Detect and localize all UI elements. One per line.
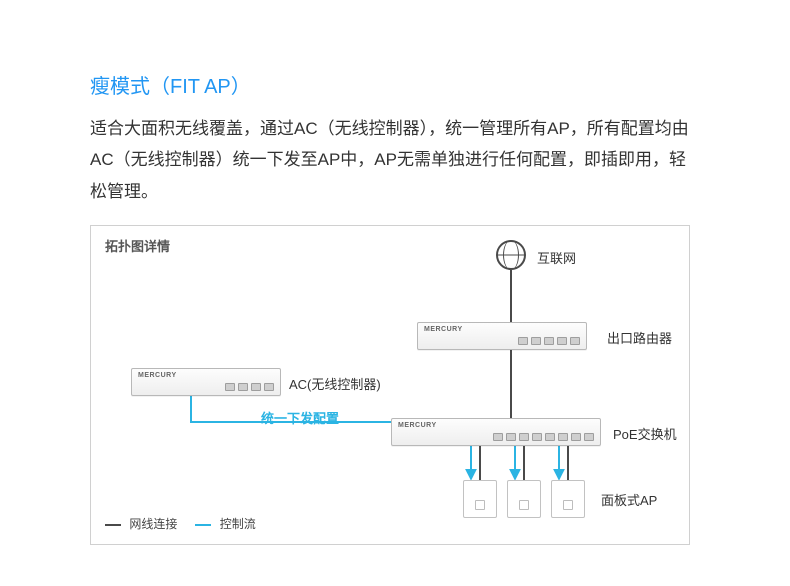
diagram-legend: 网线连接 控制流 [105, 515, 256, 532]
ethernet-port [545, 433, 555, 441]
label-panel-ap: 面板式AP [601, 490, 657, 509]
router-ports [518, 337, 580, 345]
ethernet-port [570, 337, 580, 345]
legend-swatch-control [195, 524, 211, 526]
ethernet-port [251, 383, 261, 391]
legend-label: 网线连接 [129, 517, 177, 531]
device-brand: MERCURY [424, 326, 463, 333]
poe-ports [493, 433, 594, 441]
internet-globe-icon [496, 240, 526, 270]
ethernet-port [571, 433, 581, 441]
topology-diagram: 拓扑图详情 MERCURY MERCURY MERCURY [90, 225, 690, 545]
ethernet-port [493, 433, 503, 441]
label-egress-router: 出口路由器 [607, 328, 672, 347]
ethernet-port [532, 433, 542, 441]
device-brand: MERCURY [398, 422, 437, 429]
egress-router-device: MERCURY [417, 322, 587, 350]
page-description: 适合大面积无线覆盖，通过AC（无线控制器），统一管理所有AP，所有配置均由AC（… [90, 113, 700, 207]
ethernet-port [557, 337, 567, 345]
device-brand: MERCURY [138, 372, 177, 379]
legend-swatch-ethernet [105, 524, 121, 526]
ethernet-port [238, 383, 248, 391]
panel-ap-device [463, 480, 497, 518]
ethernet-port [558, 433, 568, 441]
poe-switch-device: MERCURY [391, 418, 601, 446]
ethernet-port [531, 337, 541, 345]
ethernet-port [225, 383, 235, 391]
ac-ports [225, 383, 274, 391]
legend-item: 网线连接 [105, 515, 177, 532]
ac-controller-device: MERCURY [131, 368, 281, 396]
diagram-title: 拓扑图详情 [105, 236, 170, 255]
legend-item: 控制流 [195, 515, 255, 532]
legend-label: 控制流 [220, 517, 256, 531]
panel-ap-device [507, 480, 541, 518]
label-ac-controller: AC(无线控制器) [289, 374, 381, 393]
ethernet-port [506, 433, 516, 441]
page-title: 瘦模式（FIT AP） [90, 70, 700, 99]
ethernet-port [264, 383, 274, 391]
label-internet: 互联网 [537, 248, 576, 267]
ethernet-port [519, 433, 529, 441]
label-poe-switch: PoE交换机 [613, 424, 677, 443]
panel-ap-device [551, 480, 585, 518]
ethernet-port [584, 433, 594, 441]
ethernet-port [544, 337, 554, 345]
ethernet-port [518, 337, 528, 345]
label-config-push: 统一下发配置 [261, 408, 339, 427]
